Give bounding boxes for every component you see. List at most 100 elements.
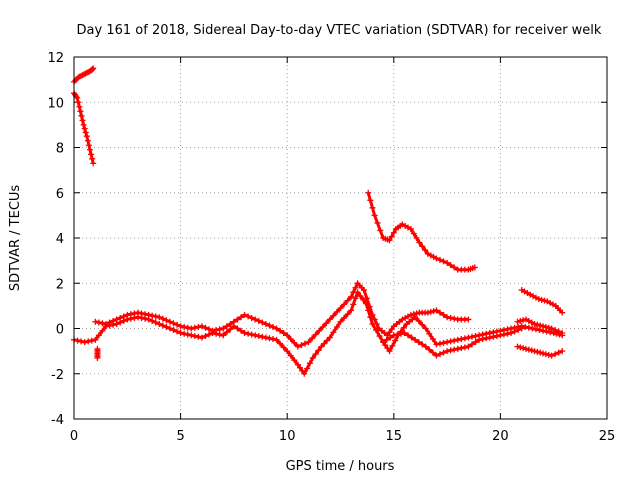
data-point [83,133,90,140]
data-point [291,357,298,364]
data-point [465,334,472,341]
data-point [245,330,252,337]
data-point [74,337,81,344]
data-point [181,323,188,330]
data-point [451,346,458,353]
data-point [85,338,92,345]
data-point [548,352,555,359]
data-point [444,339,451,346]
data-point [152,313,159,320]
data-point [337,305,344,312]
data-point [390,332,397,339]
data-point [508,330,515,337]
data-point [350,301,357,308]
data-point [367,197,374,204]
data-point [545,324,552,331]
data-point [166,318,173,325]
data-point [422,325,429,332]
data-point [555,328,562,335]
data-point [174,328,181,335]
data-point [389,342,396,349]
data-point [315,347,322,354]
data-point [333,323,340,330]
data-point [234,316,241,323]
data-point [479,336,486,343]
data-point [360,287,367,294]
data-point [323,320,330,327]
data-point [392,337,399,344]
data-point [374,219,381,226]
data-point [90,160,97,167]
data-point [174,321,181,328]
data-point [440,339,447,346]
data-point [426,346,433,353]
data-point [266,335,273,342]
data-point [541,297,548,304]
data-point [284,348,291,355]
data-point [149,317,156,324]
data-point [88,337,95,344]
data-point [319,323,326,330]
data-point [216,331,223,338]
data-point [262,334,269,341]
data-point [525,346,532,353]
data-point [78,112,85,119]
data-point [419,321,426,328]
data-point [400,324,407,331]
data-point [390,229,397,236]
data-point [440,349,447,356]
data-point [81,125,88,132]
data-point [198,334,205,341]
data-point [76,103,83,110]
y-tick-label: 0 [56,323,64,338]
data-point [99,320,106,327]
data-point [306,360,313,367]
data-point [382,342,389,349]
data-point [559,309,566,316]
data-point [301,340,308,347]
data-point [552,351,559,358]
data-point [472,339,479,346]
data-point [433,352,440,359]
data-point [198,323,205,330]
data-point [95,319,102,326]
data-point [127,311,134,318]
data-point [465,343,472,350]
data-point [337,318,344,325]
data-point [401,330,408,337]
y-tick-label: 4 [56,232,64,247]
data-point [384,345,391,352]
data-point [465,316,472,323]
data-point [555,349,562,356]
data-point [80,121,87,128]
data-point [436,309,443,316]
data-point [436,351,443,358]
data-point [241,330,248,337]
data-point [266,322,273,329]
data-point [363,295,370,302]
data-point [318,343,325,350]
data-point [309,335,316,342]
data-point [79,117,86,124]
data-point [376,333,383,340]
data-point [360,296,367,303]
data-point [177,330,184,337]
data-point [110,317,117,324]
series-arc-4 [518,287,566,316]
data-point [413,310,420,317]
data-point [468,333,475,340]
data-point [117,314,124,321]
data-point [323,337,330,344]
data-point [241,311,248,318]
data-point [413,235,420,241]
data-point [75,99,82,106]
data-point [202,324,209,331]
data-point [220,332,227,339]
data-point [195,323,202,330]
data-point [326,316,333,323]
data-point [454,345,461,352]
data-point [514,318,521,325]
data-point [366,303,373,310]
data-point [181,330,188,337]
data-point [341,301,348,308]
